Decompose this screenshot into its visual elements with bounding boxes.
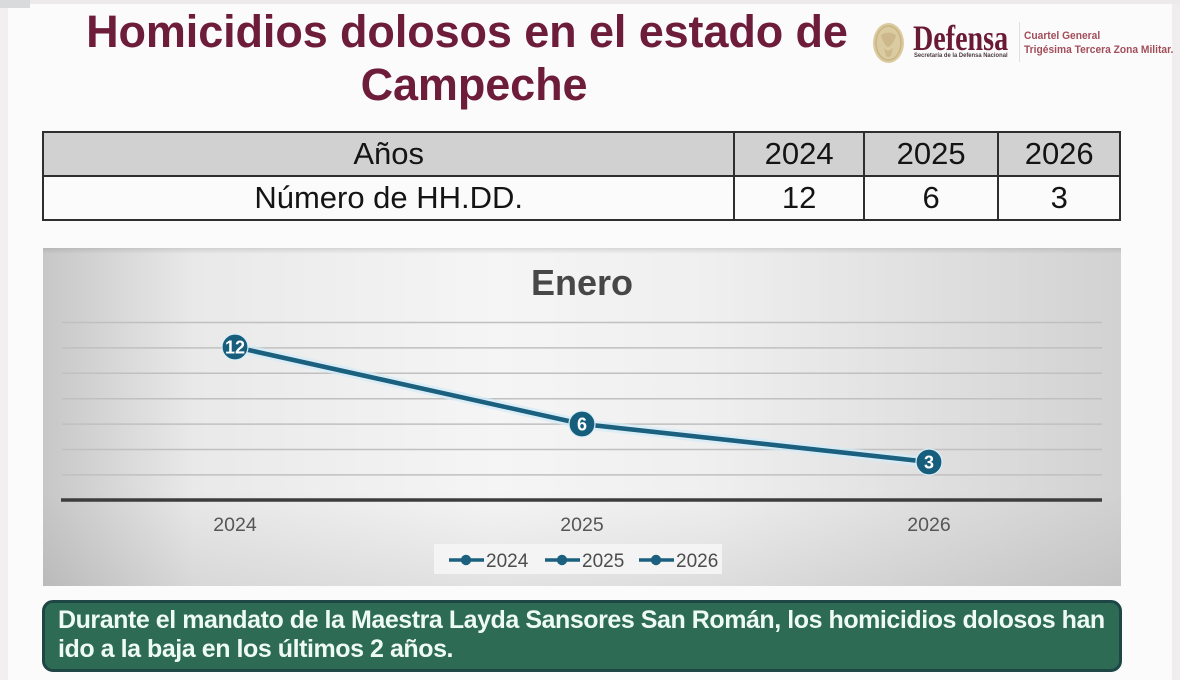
svg-text:12: 12 [225, 338, 245, 358]
svg-text:2026: 2026 [907, 514, 950, 536]
svg-text:2026: 2026 [676, 551, 718, 572]
svg-text:2024: 2024 [213, 514, 257, 536]
svg-text:3: 3 [924, 453, 934, 473]
svg-text:2025: 2025 [560, 514, 604, 536]
svg-text:6: 6 [577, 415, 587, 435]
svg-text:2024: 2024 [486, 551, 529, 572]
svg-text:2025: 2025 [582, 551, 624, 572]
